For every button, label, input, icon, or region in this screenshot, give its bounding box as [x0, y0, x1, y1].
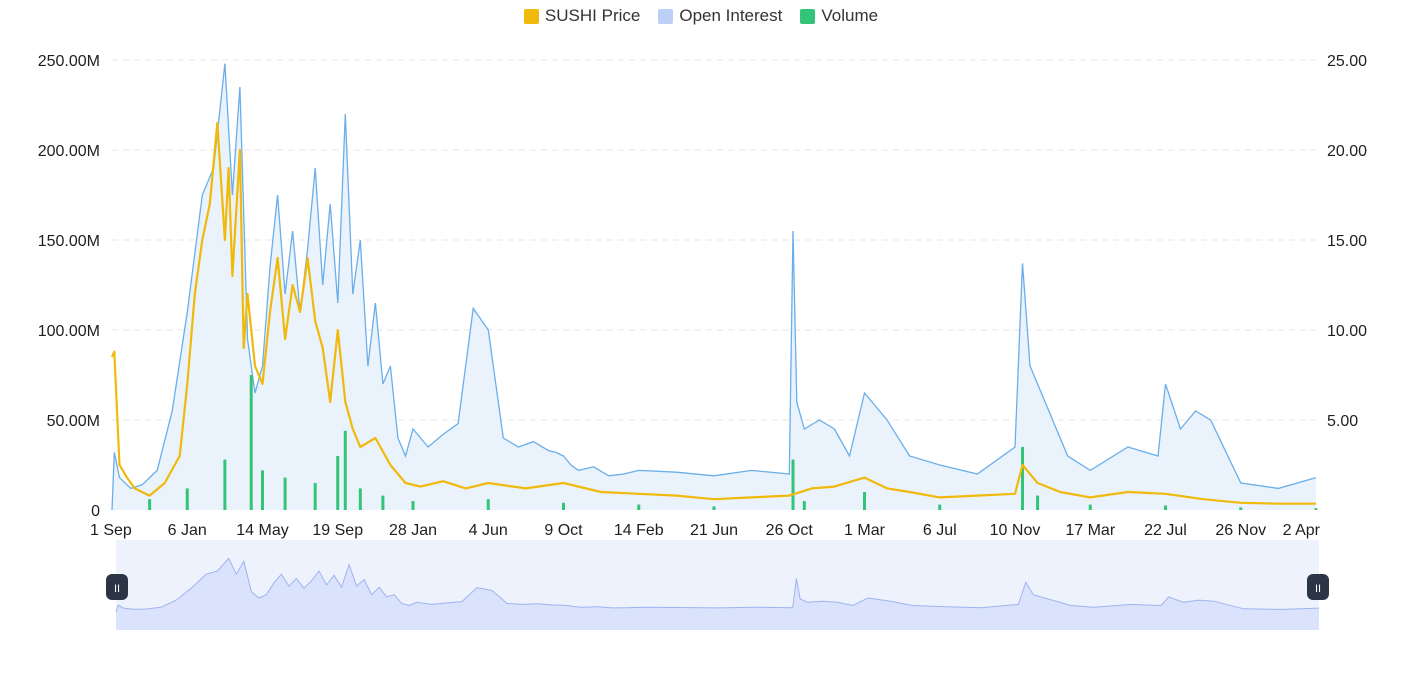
volume-bar — [863, 492, 866, 510]
x-tick-label: 19 Sep — [312, 522, 363, 539]
left-y-tick-label: 50.00M — [47, 413, 100, 430]
volume-bar — [1164, 505, 1167, 510]
x-tick-label: 1 Sep — [90, 522, 132, 539]
x-tick-label: 26 Nov — [1215, 522, 1266, 539]
volume-bar — [1021, 447, 1025, 510]
right-y-tick-label: 20.00 — [1327, 143, 1367, 160]
volume-bar — [343, 430, 347, 510]
left-y-tick-label: 150.00M — [38, 233, 100, 250]
left-y-tick-label: 250.00M — [38, 53, 100, 70]
x-tick-label: 2 Apr — [1283, 522, 1321, 539]
volume-bar — [712, 506, 716, 510]
pause-icon — [106, 574, 128, 600]
left-y-tick-label: 100.00M — [38, 323, 100, 340]
x-tick-label: 1 Mar — [844, 522, 886, 539]
legend-item-open-interest[interactable]: Open Interest — [658, 6, 782, 26]
x-tick-label: 22 Jul — [1144, 522, 1187, 539]
x-tick-label: 21 Jun — [690, 522, 738, 539]
x-axis: 1 Sep 6 Jan 14 May 19 Sep 28 Jan 4 Jun 9 Oct 14… — [90, 522, 1321, 539]
volume-bar — [1036, 495, 1040, 510]
navigator-line — [115, 557, 1320, 613]
legend-label-volume: Volume — [821, 6, 879, 25]
pause-icon — [1307, 574, 1329, 600]
x-tick-label: 4 Jun — [469, 522, 508, 539]
x-tick-label: 26 Oct — [766, 522, 814, 539]
right-y-tick-label: 10.00 — [1327, 323, 1367, 340]
volume-bar — [148, 499, 152, 510]
volume-bar — [1314, 508, 1318, 510]
legend-swatch-open-interest — [658, 8, 674, 24]
x-tick-label: 6 Jul — [923, 522, 957, 539]
right-y-tick-label: 25.00 — [1327, 53, 1367, 70]
legend-label-open-interest: Open Interest — [679, 6, 783, 25]
legend-item-volume[interactable]: Volume — [800, 6, 878, 26]
volume-bar — [637, 504, 641, 510]
navigator-right-handle[interactable]: II — [1307, 574, 1329, 600]
x-tick-label: 9 Oct — [544, 522, 583, 539]
x-tick-label: 14 Feb — [614, 522, 664, 539]
right-handle-glyph: II — [1315, 583, 1321, 595]
volume-bar — [283, 477, 287, 510]
volume-bar — [261, 470, 264, 510]
volume-bar — [1088, 504, 1092, 510]
legend-label-sushi-price: SUSHI Price — [544, 6, 641, 25]
volume-bar — [381, 495, 385, 510]
left-y-tick-label: 0 — [91, 503, 100, 520]
volume-bar — [313, 483, 317, 510]
volume-bar — [802, 501, 806, 510]
volume-bar — [358, 488, 362, 510]
volume-bar — [336, 456, 340, 510]
chart-plot-area — [110, 63, 1318, 511]
volume-bar — [185, 488, 189, 510]
open-interest-area — [112, 63, 1316, 510]
x-tick-label: 28 Jan — [389, 522, 437, 539]
sushi-price-line — [110, 121, 1316, 505]
volume-bar — [486, 499, 490, 510]
navigator-series — [115, 557, 1320, 630]
navigator-left-handle[interactable]: II — [106, 574, 128, 600]
x-tick-label: 6 Jan — [168, 522, 207, 539]
x-tick-label: 10 Nov — [990, 522, 1041, 539]
time-range-navigator[interactable]: II II — [0, 538, 1402, 638]
navigator-area — [116, 558, 1319, 630]
left-y-tick-label: 200.00M — [38, 143, 100, 160]
volume-bar — [562, 502, 565, 510]
main-chart[interactable]: 0 50.00M 100.00M 150.00M 200.00M 250.00M 5.00… — [0, 0, 1402, 545]
volume-bar — [411, 501, 415, 510]
left-y-axis: 0 50.00M 100.00M 150.00M 200.00M 250.00M — [38, 53, 100, 520]
left-handle-glyph: II — [114, 583, 120, 595]
legend-item-sushi-price[interactable]: SUSHI Price — [523, 6, 641, 26]
volume-bar — [249, 375, 253, 510]
right-y-axis: 5.00 10.00 15.00 20.00 25.00 — [1327, 53, 1367, 430]
volume-bar — [938, 504, 942, 510]
right-y-tick-label: 5.00 — [1327, 413, 1358, 430]
x-tick-label: 17 Mar — [1065, 522, 1115, 539]
volume-bar — [791, 459, 795, 510]
chart-legend: SUSHI Price Open Interest Volume — [0, 6, 1402, 26]
legend-swatch-sushi-price — [523, 8, 539, 24]
volume-bar — [1239, 507, 1243, 510]
x-tick-label: 14 May — [236, 522, 288, 539]
right-y-tick-label: 15.00 — [1327, 233, 1367, 250]
volume-bar — [223, 459, 227, 510]
legend-swatch-volume — [800, 8, 816, 24]
